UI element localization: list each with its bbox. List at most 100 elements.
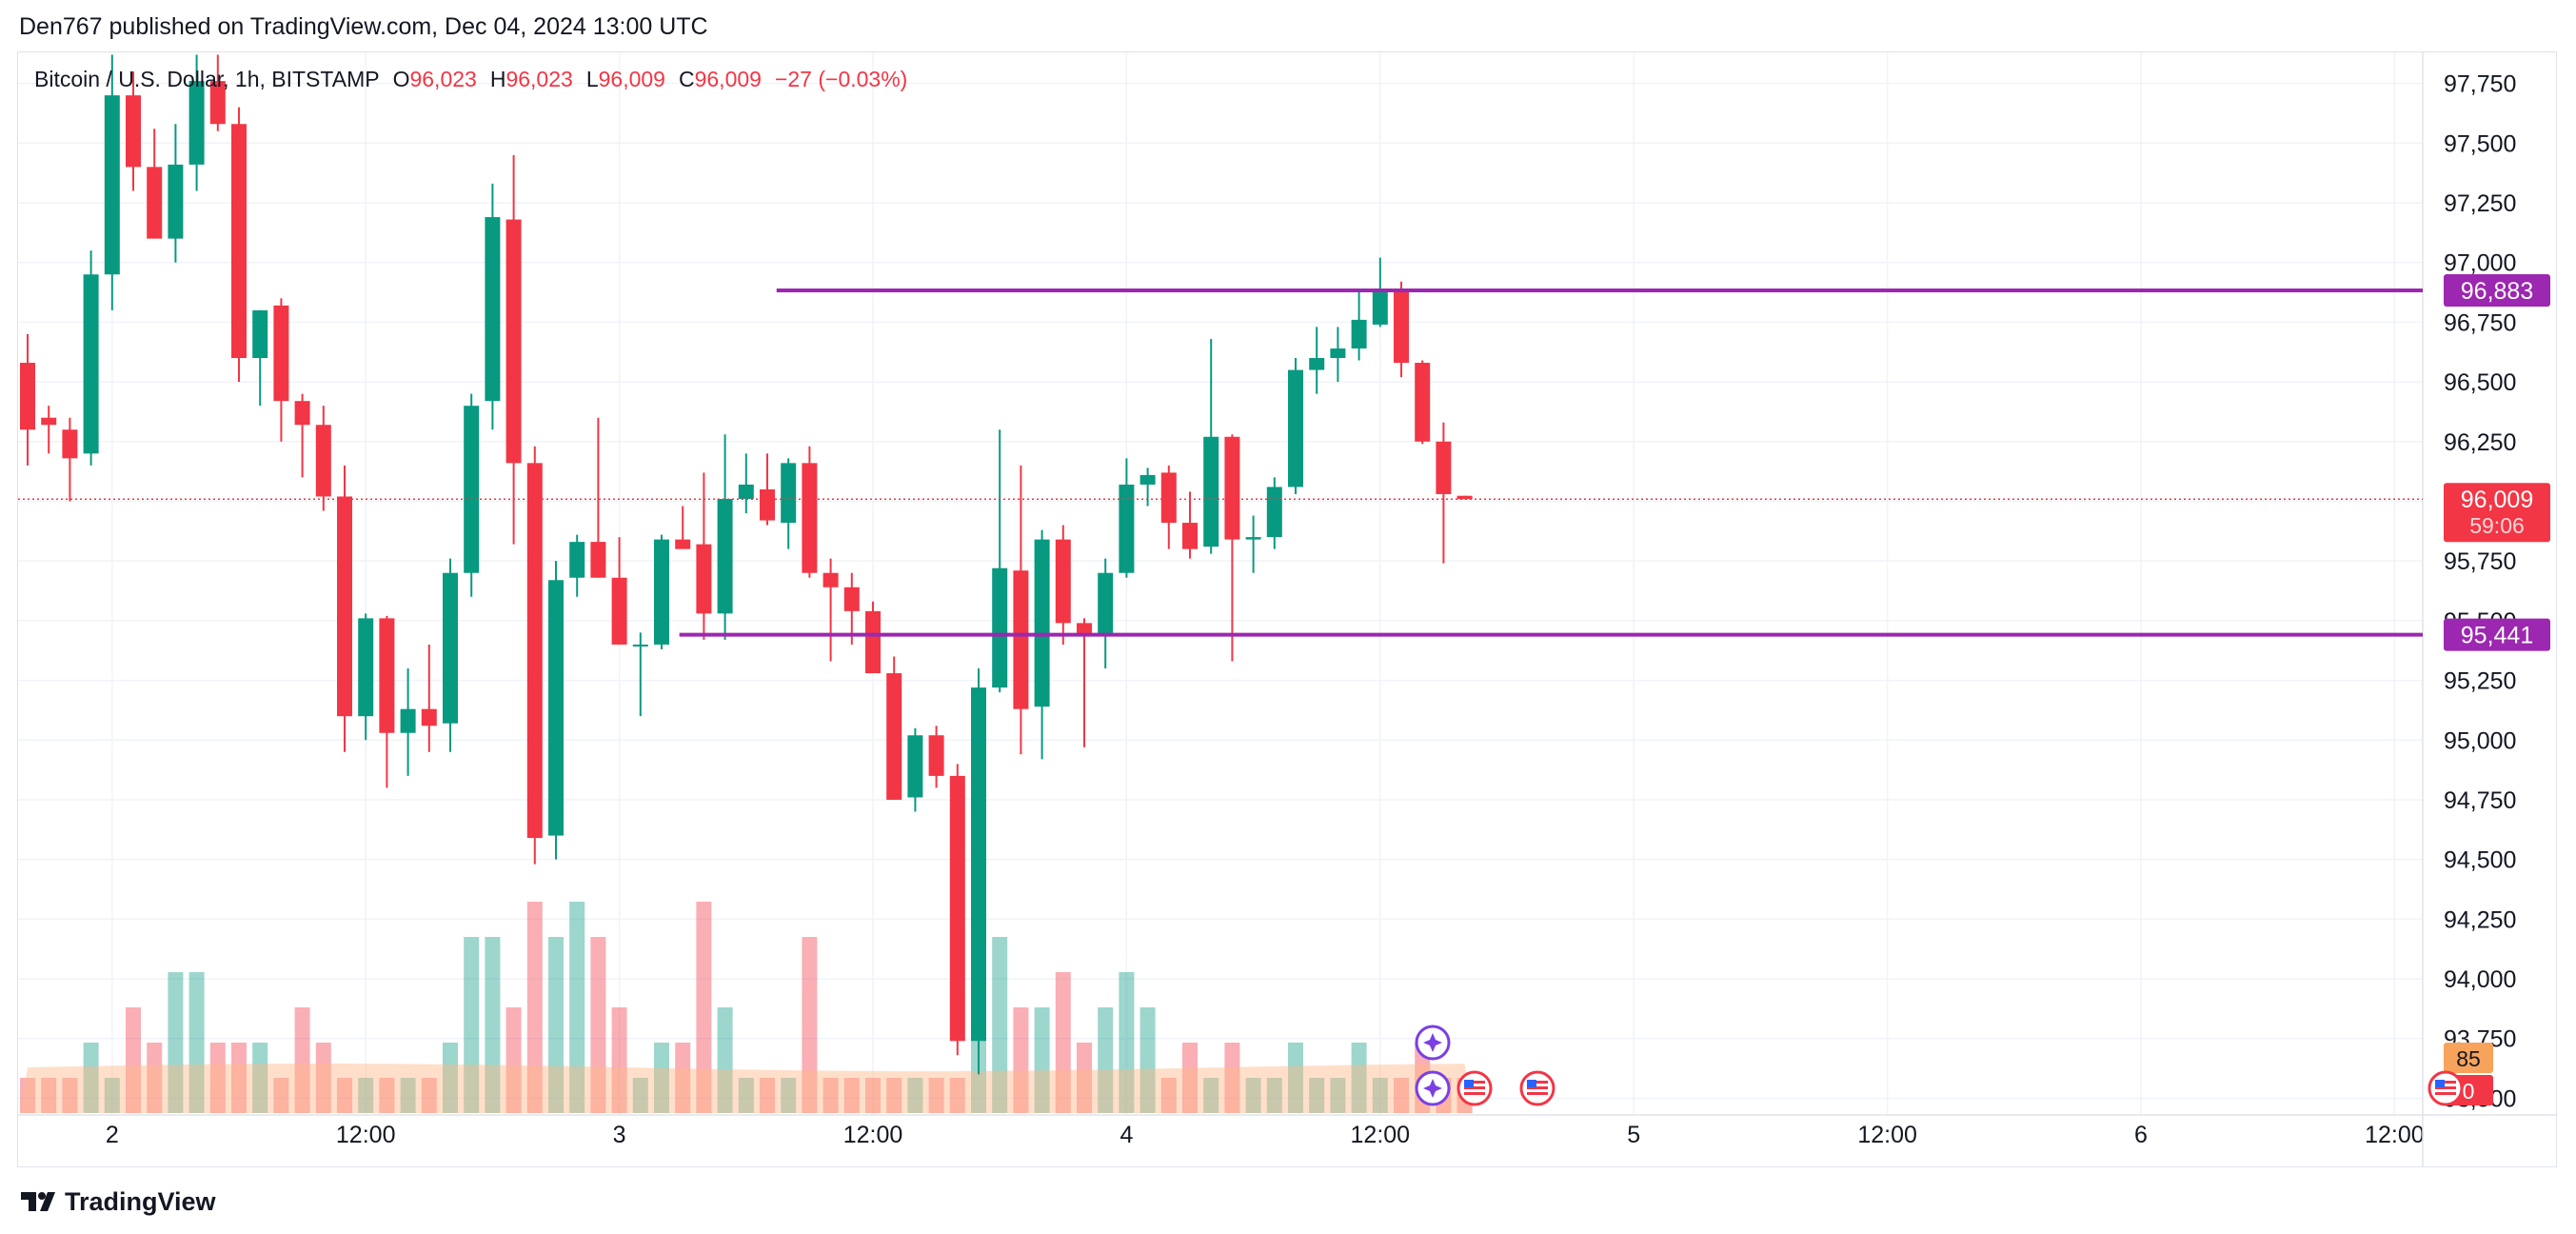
candle[interactable] bbox=[485, 183, 501, 430]
volume-bar bbox=[717, 1007, 733, 1113]
us-flag-event-icon[interactable] bbox=[1456, 1070, 1493, 1106]
candle[interactable] bbox=[20, 333, 35, 466]
candle[interactable] bbox=[1351, 290, 1367, 361]
candle[interactable] bbox=[1394, 281, 1409, 378]
sparkle-event-icon[interactable] bbox=[1415, 1070, 1451, 1106]
candle[interactable] bbox=[548, 561, 564, 860]
candle[interactable] bbox=[1266, 477, 1282, 549]
candle[interactable] bbox=[781, 458, 797, 549]
price-chart[interactable]: 97,750 97,500 97,250 97,000 96,750 96,500 96,2… bbox=[18, 52, 2556, 1166]
candle[interactable] bbox=[83, 250, 99, 466]
candle[interactable] bbox=[1203, 338, 1219, 554]
candle[interactable] bbox=[1182, 491, 1198, 559]
candle[interactable] bbox=[1119, 458, 1135, 578]
candle-body bbox=[1182, 523, 1198, 549]
candle[interactable] bbox=[654, 534, 669, 649]
candle[interactable] bbox=[717, 434, 733, 640]
candle[interactable] bbox=[907, 727, 923, 812]
volume-bar bbox=[168, 972, 184, 1113]
current-price-tag[interactable] bbox=[2444, 483, 2550, 543]
y-axis[interactable]: 97,750 97,500 97,250 97,000 96,750 96,500 96,2… bbox=[2444, 71, 2516, 1113]
candle[interactable] bbox=[526, 446, 543, 865]
candle[interactable] bbox=[1098, 558, 1114, 669]
y-tick-label: 97,500 bbox=[2444, 130, 2516, 157]
candle[interactable] bbox=[443, 558, 458, 752]
candle[interactable] bbox=[358, 613, 374, 741]
candle[interactable] bbox=[1436, 422, 1452, 564]
publisher-line: Den767 published on TradingView.com, Dec… bbox=[19, 13, 708, 40]
candle[interactable] bbox=[294, 393, 310, 478]
candle[interactable] bbox=[1077, 618, 1092, 747]
candle-body bbox=[83, 274, 99, 454]
candle[interactable] bbox=[865, 601, 881, 674]
candle[interactable] bbox=[822, 558, 839, 662]
volume-bar bbox=[1203, 1078, 1219, 1113]
candle[interactable] bbox=[337, 465, 352, 752]
x-axis[interactable]: 2 12:00 3 12:00 4 12:00 5 12:00 6 12:00 bbox=[106, 1122, 2425, 1148]
candle[interactable] bbox=[231, 107, 247, 383]
volume-bar bbox=[1160, 1078, 1177, 1113]
candle[interactable] bbox=[928, 726, 944, 788]
candle[interactable] bbox=[1288, 358, 1303, 494]
candle[interactable] bbox=[696, 472, 712, 640]
candle[interactable] bbox=[41, 406, 57, 454]
candle[interactable] bbox=[168, 124, 184, 263]
level-price-tag bbox=[2444, 274, 2550, 308]
us-flag-event-icon[interactable] bbox=[2427, 1070, 2464, 1106]
symbol-name[interactable]: Bitcoin / U.S. Dollar, 1h, BITSTAMP bbox=[34, 67, 380, 91]
sparkle-event-icon[interactable] bbox=[1415, 1025, 1451, 1061]
candle-body bbox=[843, 587, 860, 611]
candle[interactable] bbox=[315, 406, 331, 511]
candle[interactable] bbox=[802, 446, 818, 578]
candle[interactable] bbox=[464, 393, 480, 597]
candle[interactable] bbox=[949, 764, 965, 1056]
candle[interactable] bbox=[675, 506, 691, 549]
candle[interactable] bbox=[886, 656, 902, 800]
candle[interactable] bbox=[505, 154, 522, 545]
candle[interactable] bbox=[126, 71, 141, 191]
candle[interactable] bbox=[569, 534, 585, 597]
candle[interactable] bbox=[252, 309, 268, 407]
candle[interactable] bbox=[147, 129, 163, 239]
candle[interactable] bbox=[992, 429, 1008, 693]
us-flag-event-icon[interactable] bbox=[1519, 1070, 1556, 1106]
candle[interactable] bbox=[400, 668, 416, 776]
candle[interactable] bbox=[1245, 515, 1261, 573]
candle[interactable] bbox=[611, 537, 627, 645]
candle[interactable] bbox=[188, 54, 205, 191]
candle[interactable] bbox=[1415, 360, 1431, 445]
candle[interactable] bbox=[1309, 327, 1325, 394]
flag-stripe bbox=[1464, 1081, 1485, 1084]
candle[interactable] bbox=[273, 298, 289, 442]
candle[interactable] bbox=[843, 572, 860, 645]
candle[interactable] bbox=[1224, 434, 1240, 662]
candle[interactable] bbox=[590, 417, 606, 578]
candle[interactable] bbox=[1160, 465, 1177, 549]
candle[interactable] bbox=[379, 615, 395, 788]
candle[interactable] bbox=[1372, 257, 1388, 328]
candle[interactable] bbox=[1013, 465, 1029, 755]
candle[interactable] bbox=[62, 417, 78, 502]
candles bbox=[20, 54, 1473, 1075]
volume-bar bbox=[421, 1078, 437, 1113]
candle-body bbox=[548, 580, 564, 836]
tradingview-logo[interactable]: TradingView bbox=[19, 1184, 216, 1219]
candle[interactable] bbox=[971, 668, 986, 1075]
candle[interactable] bbox=[104, 54, 120, 310]
candle[interactable] bbox=[760, 453, 775, 526]
candle[interactable] bbox=[209, 54, 226, 131]
y-tick-label: 94,750 bbox=[2444, 787, 2516, 814]
volume-bar bbox=[907, 1078, 923, 1113]
candle[interactable] bbox=[1034, 529, 1050, 760]
candle[interactable] bbox=[421, 644, 437, 752]
flag-stripe bbox=[1527, 1092, 1548, 1095]
candle[interactable] bbox=[738, 453, 754, 514]
candle[interactable] bbox=[1055, 525, 1071, 645]
change-value: −27 (−0.03%) bbox=[774, 67, 908, 91]
candle[interactable] bbox=[1139, 468, 1156, 507]
candle[interactable] bbox=[1330, 327, 1346, 383]
high-value: 96,023 bbox=[505, 67, 573, 91]
candle-body bbox=[1013, 570, 1029, 709]
candle[interactable] bbox=[1456, 495, 1473, 500]
candle[interactable] bbox=[632, 632, 648, 717]
